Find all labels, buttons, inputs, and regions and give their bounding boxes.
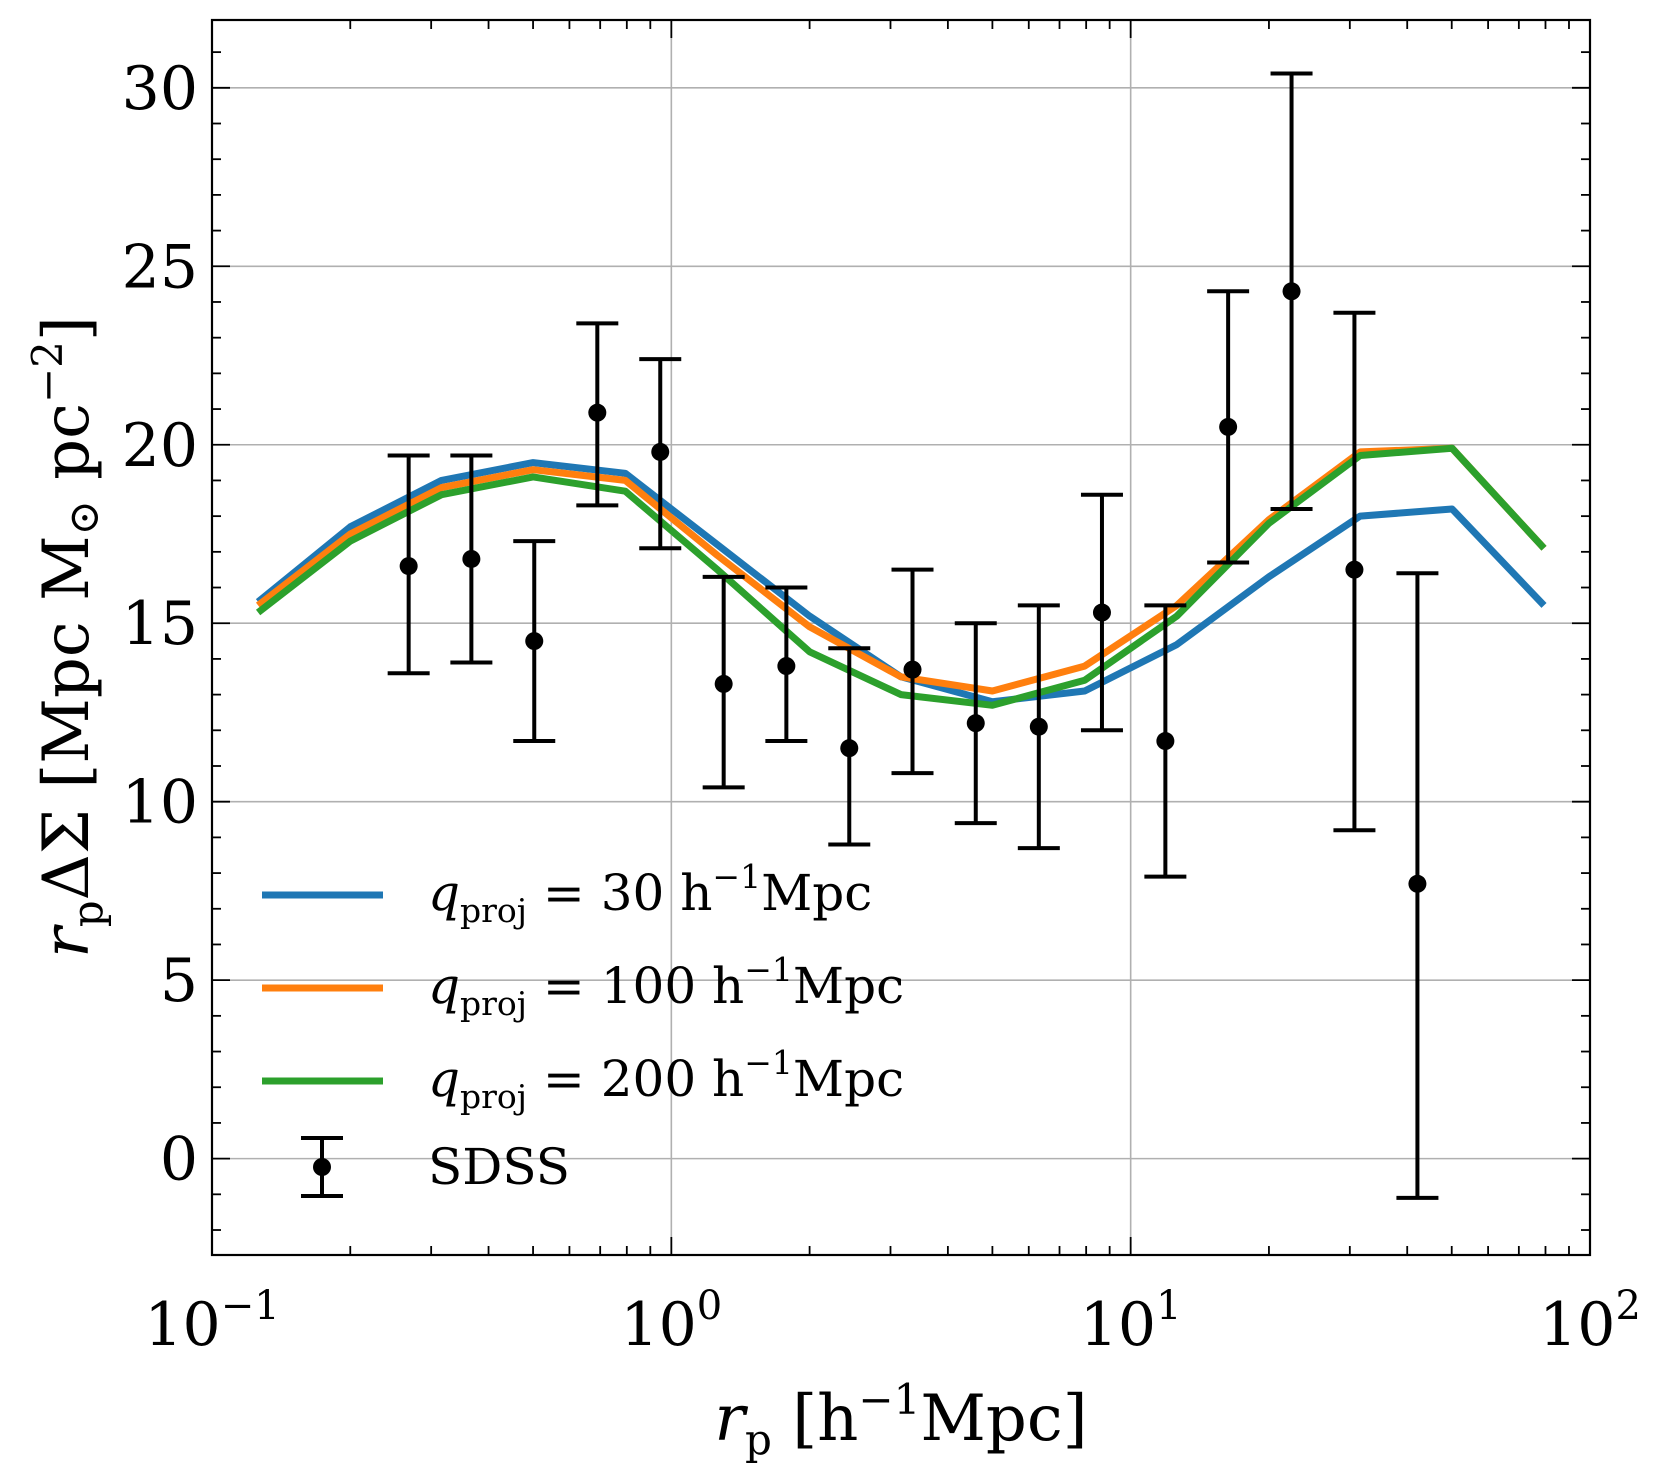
sdss-marker — [1219, 417, 1238, 436]
sdss-point — [450, 453, 493, 665]
sdss-point — [1080, 492, 1123, 733]
sdss-point — [1396, 571, 1439, 1200]
sdss-marker — [1029, 717, 1048, 736]
y-tick-labels: 0 5 10 15 20 25 30 — [122, 54, 198, 1195]
sdss-marker — [399, 557, 418, 576]
sdss-point — [1207, 289, 1250, 565]
legend-label-q30: qproj = 30 h−1Mpc — [428, 857, 872, 930]
x-tick-labels: 10−1 100 101 102 — [144, 1283, 1641, 1360]
legend-sdss-marker — [313, 1158, 331, 1176]
sdss-point — [765, 585, 808, 744]
x-axis-title: rp [h−1Mpc] — [714, 1375, 1087, 1464]
sdss-point — [1017, 603, 1060, 851]
sdss-marker — [588, 403, 607, 422]
legend-label-q100: qproj = 100 h−1Mpc — [428, 950, 904, 1023]
sdss-marker — [966, 714, 985, 733]
axis-ticks — [211, 20, 1591, 1255]
sdss-marker — [1092, 603, 1111, 622]
y-tick-label: 5 — [160, 946, 198, 1016]
sdss-marker — [1345, 560, 1364, 579]
legend: qproj = 30 h−1Mpc qproj = 100 h−1Mpc qpr… — [262, 857, 904, 1198]
legend-entry-q200: qproj = 200 h−1Mpc — [262, 1043, 904, 1116]
sdss-point — [1333, 310, 1376, 833]
sdss-point — [513, 539, 556, 744]
y-tick-label: 30 — [122, 54, 198, 124]
x-tick-label: 102 — [1539, 1283, 1641, 1360]
y-axis-title: rpΔΣ [Mpc M⊙ pc−2] — [23, 316, 112, 958]
sdss-marker — [1156, 732, 1175, 751]
sdss-marker — [462, 549, 481, 568]
legend-entry-sdss: SDSS — [301, 1136, 570, 1198]
y-tick-label: 20 — [122, 411, 198, 481]
sdss-point — [891, 567, 934, 776]
sdss-point — [702, 574, 745, 790]
sdss-point — [576, 321, 619, 508]
x-tick-label: 10−1 — [144, 1283, 279, 1360]
sdss-marker — [525, 632, 544, 651]
sdss-marker — [903, 660, 922, 679]
legend-entry-q100: qproj = 100 h−1Mpc — [262, 950, 904, 1023]
legend-label-q200: qproj = 200 h−1Mpc — [428, 1043, 904, 1116]
sdss-point — [1144, 603, 1187, 879]
sdss-point — [828, 646, 871, 847]
plot-frame — [210, 18, 1592, 1257]
sdss-point — [387, 453, 430, 676]
series-line-0 — [255, 459, 1547, 706]
x-tick-label: 100 — [620, 1283, 722, 1360]
legend-entry-q30: qproj = 30 h−1Mpc — [262, 857, 872, 930]
sdss-errorbars — [387, 71, 1439, 1200]
sdss-point — [954, 621, 997, 826]
x-tick-label: 101 — [1080, 1283, 1182, 1360]
sdss-marker — [777, 657, 796, 676]
y-tick-label: 25 — [122, 232, 198, 302]
y-tick-label: 15 — [122, 589, 198, 659]
sdss-point — [1270, 71, 1313, 512]
y-tick-label: 10 — [122, 768, 198, 838]
legend-label-sdss: SDSS — [428, 1138, 570, 1196]
sdss-marker — [1282, 282, 1301, 301]
sdss-marker — [840, 739, 859, 758]
y-tick-label: 0 — [160, 1125, 198, 1195]
sdss-marker — [714, 674, 733, 693]
sdss-marker — [651, 442, 670, 461]
sdss-point — [639, 357, 682, 551]
sdss-marker — [1408, 874, 1427, 893]
